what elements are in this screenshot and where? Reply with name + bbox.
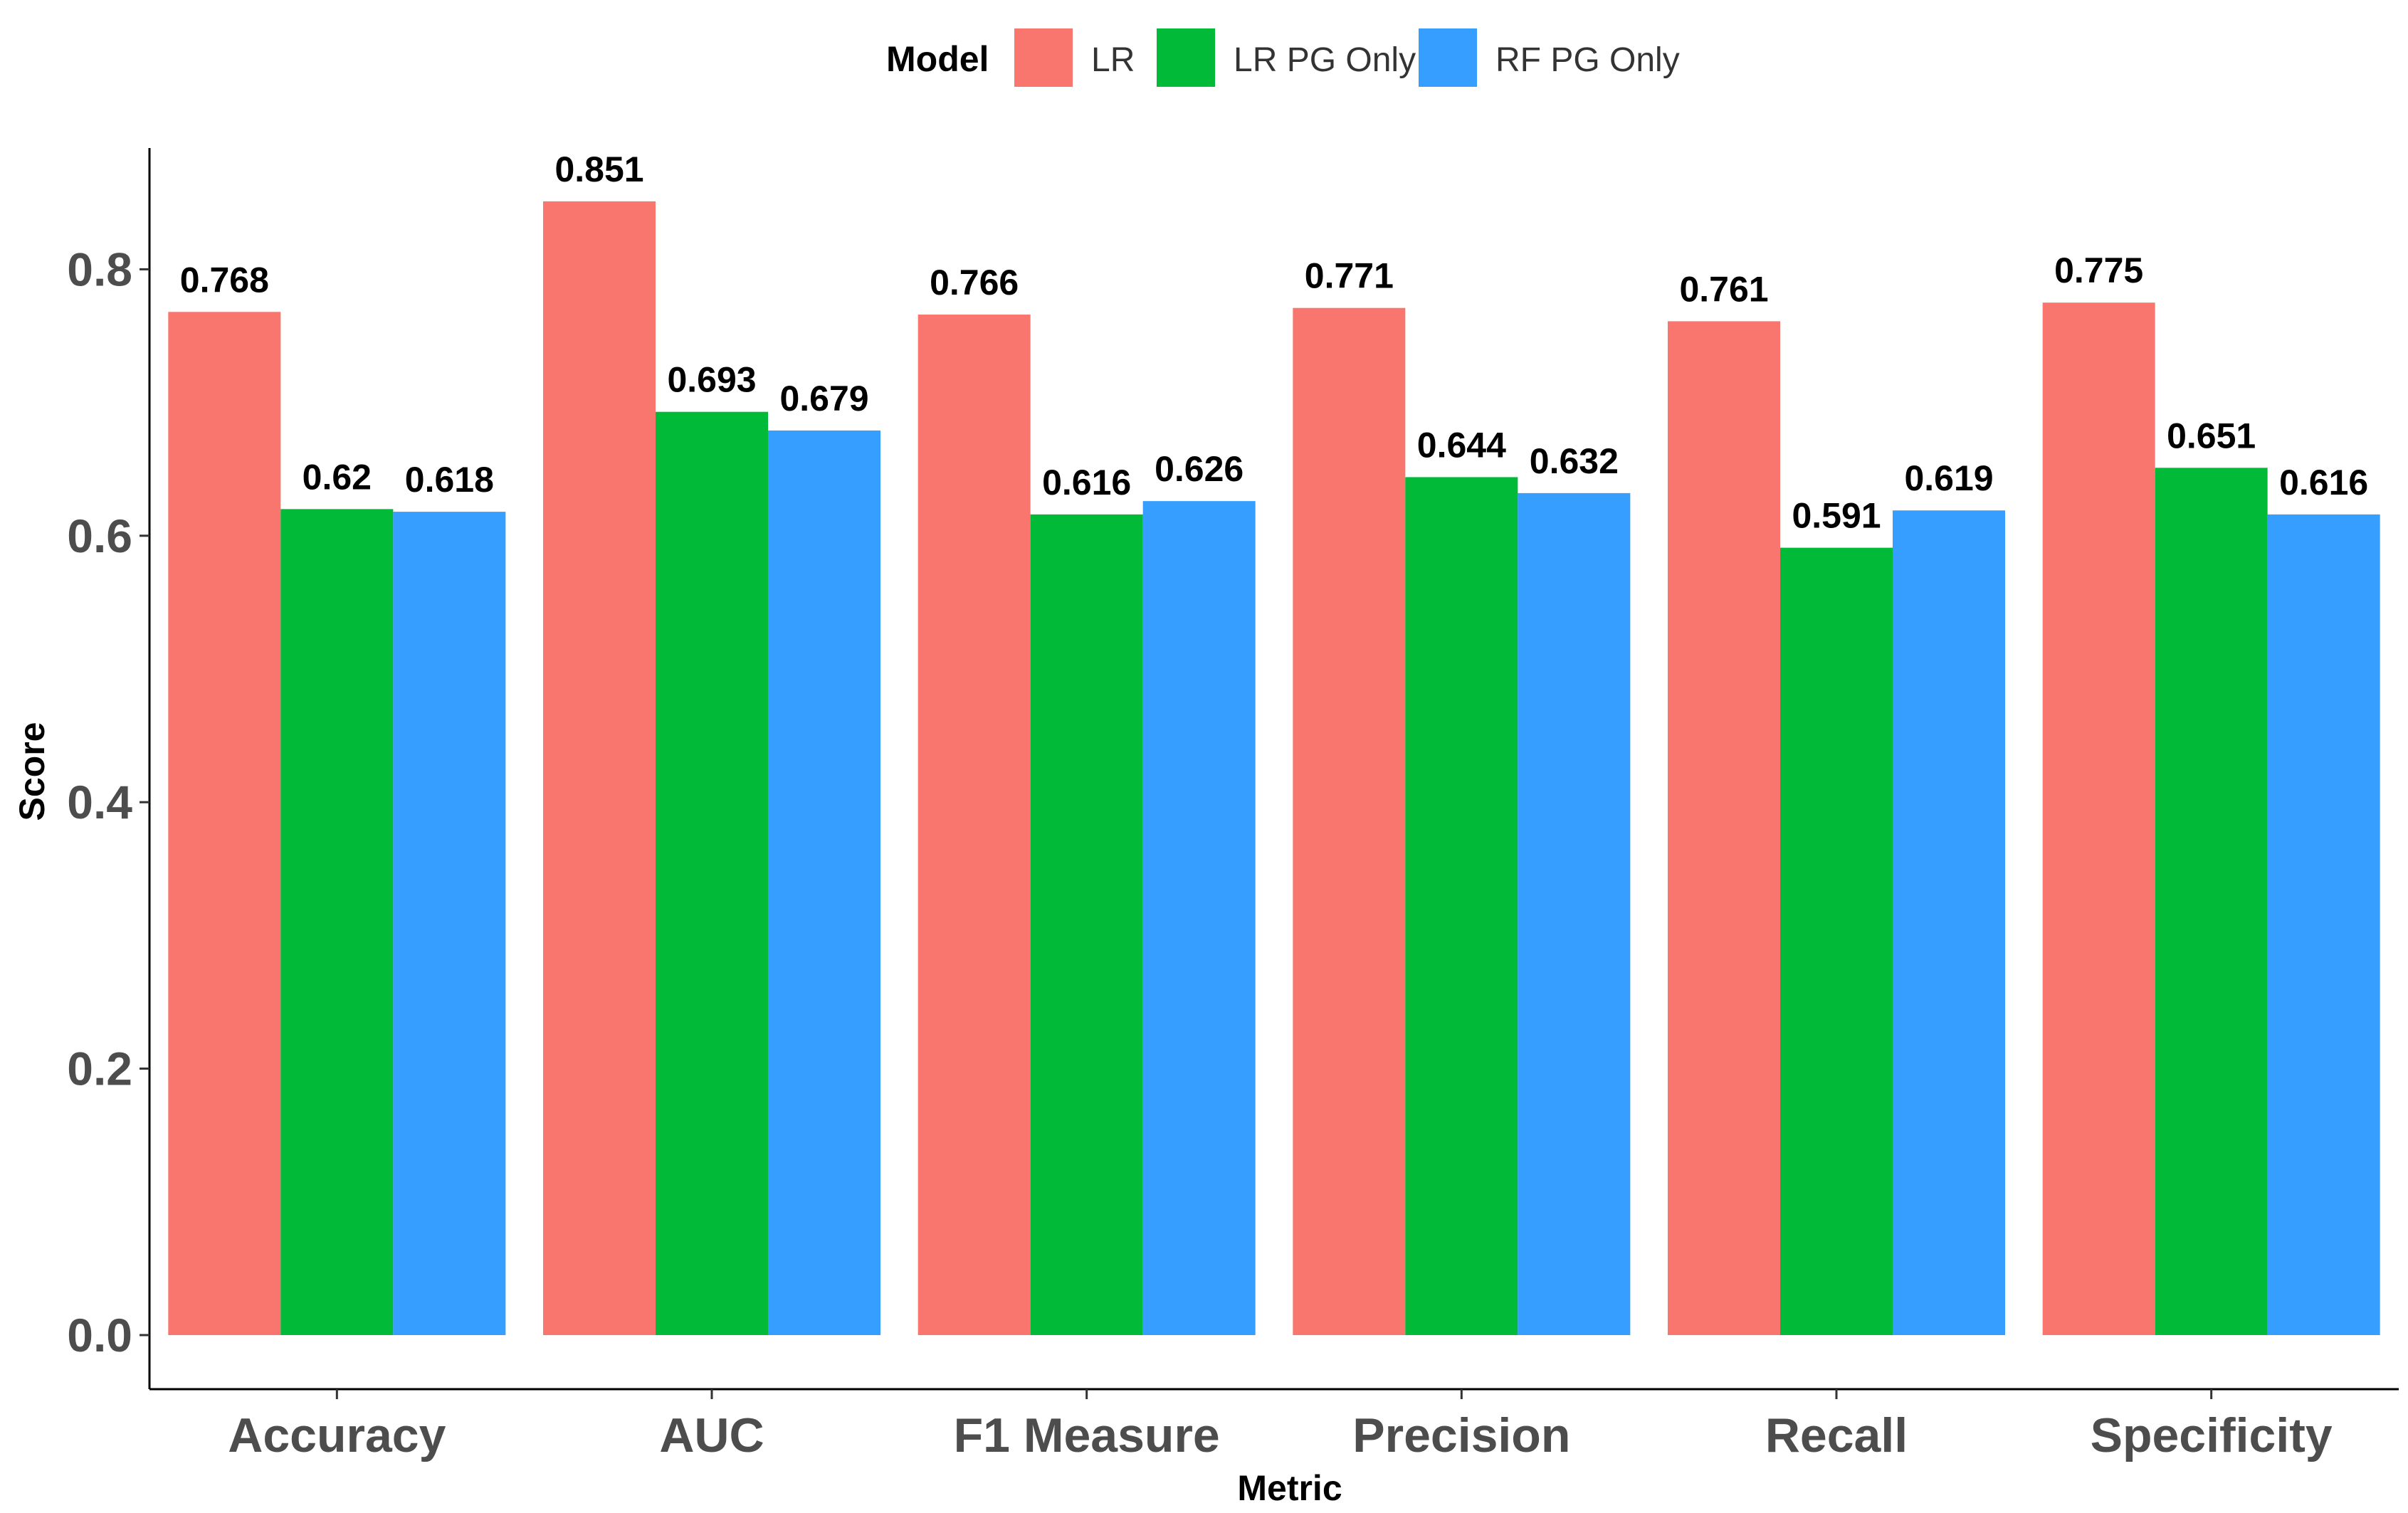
data-label-rf-pg-only-recall: 0.619: [1904, 458, 1993, 498]
bar-lr-f1-measure: [918, 315, 1031, 1336]
data-label-lr-precision: 0.771: [1305, 256, 1394, 296]
axes: 0.0 0.2 0.4 0.6 0.8 Accuracy AUC F1 Measure Pre…: [67, 148, 2399, 1462]
legend-key-lr-pg-only: [1157, 28, 1215, 87]
legend-key-lr: [1014, 28, 1073, 87]
legend-label-rf-pg-only: RF PG Only: [1495, 41, 1680, 79]
y-axis-title: Score: [12, 722, 52, 821]
data-label-lr-accuracy: 0.768: [180, 260, 269, 300]
data-label-rf-pg-only-specificity: 0.616: [2279, 463, 2368, 502]
bar-rf-pg-only-specificity: [2267, 514, 2380, 1335]
x-tick-label-recall: Recall: [1765, 1408, 1908, 1462]
data-label-rf-pg-only-precision: 0.632: [1530, 441, 1619, 481]
y-tick-label: 0.0: [67, 1309, 132, 1361]
y-tick-label: 0.2: [67, 1043, 132, 1095]
x-tick-label-precision: Precision: [1352, 1408, 1570, 1462]
bar-lr-pg-only-accuracy: [280, 509, 394, 1335]
y-tick-label: 0.8: [67, 243, 132, 295]
bar-lr-pg-only-specificity: [2155, 468, 2268, 1335]
data-label-lr-pg-only-specificity: 0.651: [2167, 416, 2256, 455]
bar-rf-pg-only-precision: [1518, 492, 1631, 1335]
x-tick-label-auc: AUC: [659, 1408, 764, 1462]
bar-lr-precision: [1293, 307, 1406, 1335]
bar-lr-auc: [543, 201, 656, 1336]
bar-rf-pg-only-auc: [768, 430, 880, 1335]
data-label-rf-pg-only-f1-measure: 0.626: [1155, 449, 1244, 489]
bar-rf-pg-only-f1-measure: [1142, 501, 1256, 1336]
x-tick-label-accuracy: Accuracy: [228, 1408, 446, 1462]
legend: Model LR LR PG Only RF PG Only: [886, 28, 1680, 87]
data-label-lr-auc: 0.851: [554, 149, 643, 189]
x-tick-label-specificity: Specificity: [2091, 1408, 2333, 1462]
data-label-lr-pg-only-precision: 0.644: [1417, 425, 1506, 465]
data-label-rf-pg-only-accuracy: 0.618: [405, 460, 494, 500]
bar-lr-recall: [1668, 321, 1780, 1336]
x-tick-label-f1-measure: F1 Measure: [954, 1408, 1220, 1462]
bar-lr-specificity: [2042, 302, 2155, 1336]
bars: [168, 201, 2380, 1336]
bar-lr-pg-only-auc: [656, 411, 768, 1335]
data-label-lr-pg-only-accuracy: 0.62: [303, 457, 372, 497]
data-label-lr-specificity: 0.775: [2054, 251, 2143, 290]
bar-rf-pg-only-accuracy: [393, 512, 506, 1335]
legend-label-lr-pg-only: LR PG Only: [1234, 41, 1416, 79]
bar-lr-pg-only-recall: [1780, 547, 1893, 1336]
y-tick-label: 0.6: [67, 510, 132, 562]
bar-rf-pg-only-recall: [1893, 510, 2005, 1336]
legend-label-lr: LR: [1091, 41, 1135, 79]
data-label-lr-pg-only-auc: 0.693: [667, 360, 756, 400]
bar-lr-accuracy: [168, 312, 281, 1336]
data-label-lr-f1-measure: 0.766: [930, 263, 1019, 302]
data-label-lr-pg-only-recall: 0.591: [1792, 496, 1881, 536]
y-tick-label: 0.4: [67, 776, 132, 828]
data-label-lr-pg-only-f1-measure: 0.616: [1042, 463, 1131, 502]
legend-key-rf-pg-only: [1419, 28, 1477, 87]
bar-labels: 0.768 0.62 0.618 0.851 0.693 0.679 0.766 0.616 0…: [180, 149, 2368, 536]
data-label-rf-pg-only-auc: 0.679: [779, 379, 868, 418]
bar-lr-pg-only-precision: [1405, 477, 1518, 1335]
data-label-lr-recall: 0.761: [1679, 269, 1768, 309]
legend-title: Model: [886, 39, 989, 79]
bar-lr-pg-only-f1-measure: [1030, 514, 1143, 1335]
x-axis-title: Metric: [1237, 1468, 1342, 1508]
